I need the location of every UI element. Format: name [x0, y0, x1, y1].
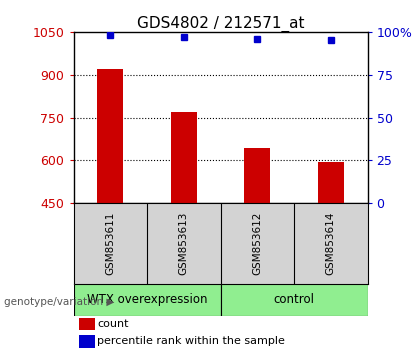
Bar [74, 284, 220, 316]
Bar [244, 148, 270, 203]
Text: WTX overexpression: WTX overexpression [87, 293, 207, 306]
Bar [171, 112, 197, 203]
Bar [97, 69, 123, 203]
Bar [220, 284, 368, 316]
Text: GSM853611: GSM853611 [105, 212, 115, 275]
Text: GSM853614: GSM853614 [326, 212, 336, 275]
Bar [79, 318, 95, 330]
Text: genotype/variation ▶: genotype/variation ▶ [4, 297, 115, 307]
Text: GSM853613: GSM853613 [179, 212, 189, 275]
Text: count: count [97, 319, 129, 329]
Text: control: control [273, 293, 315, 306]
Bar [79, 336, 95, 348]
Text: percentile rank within the sample: percentile rank within the sample [97, 336, 285, 347]
Text: GDS4802 / 212571_at: GDS4802 / 212571_at [137, 16, 304, 32]
Bar [318, 162, 344, 203]
Text: GSM853612: GSM853612 [252, 212, 262, 275]
